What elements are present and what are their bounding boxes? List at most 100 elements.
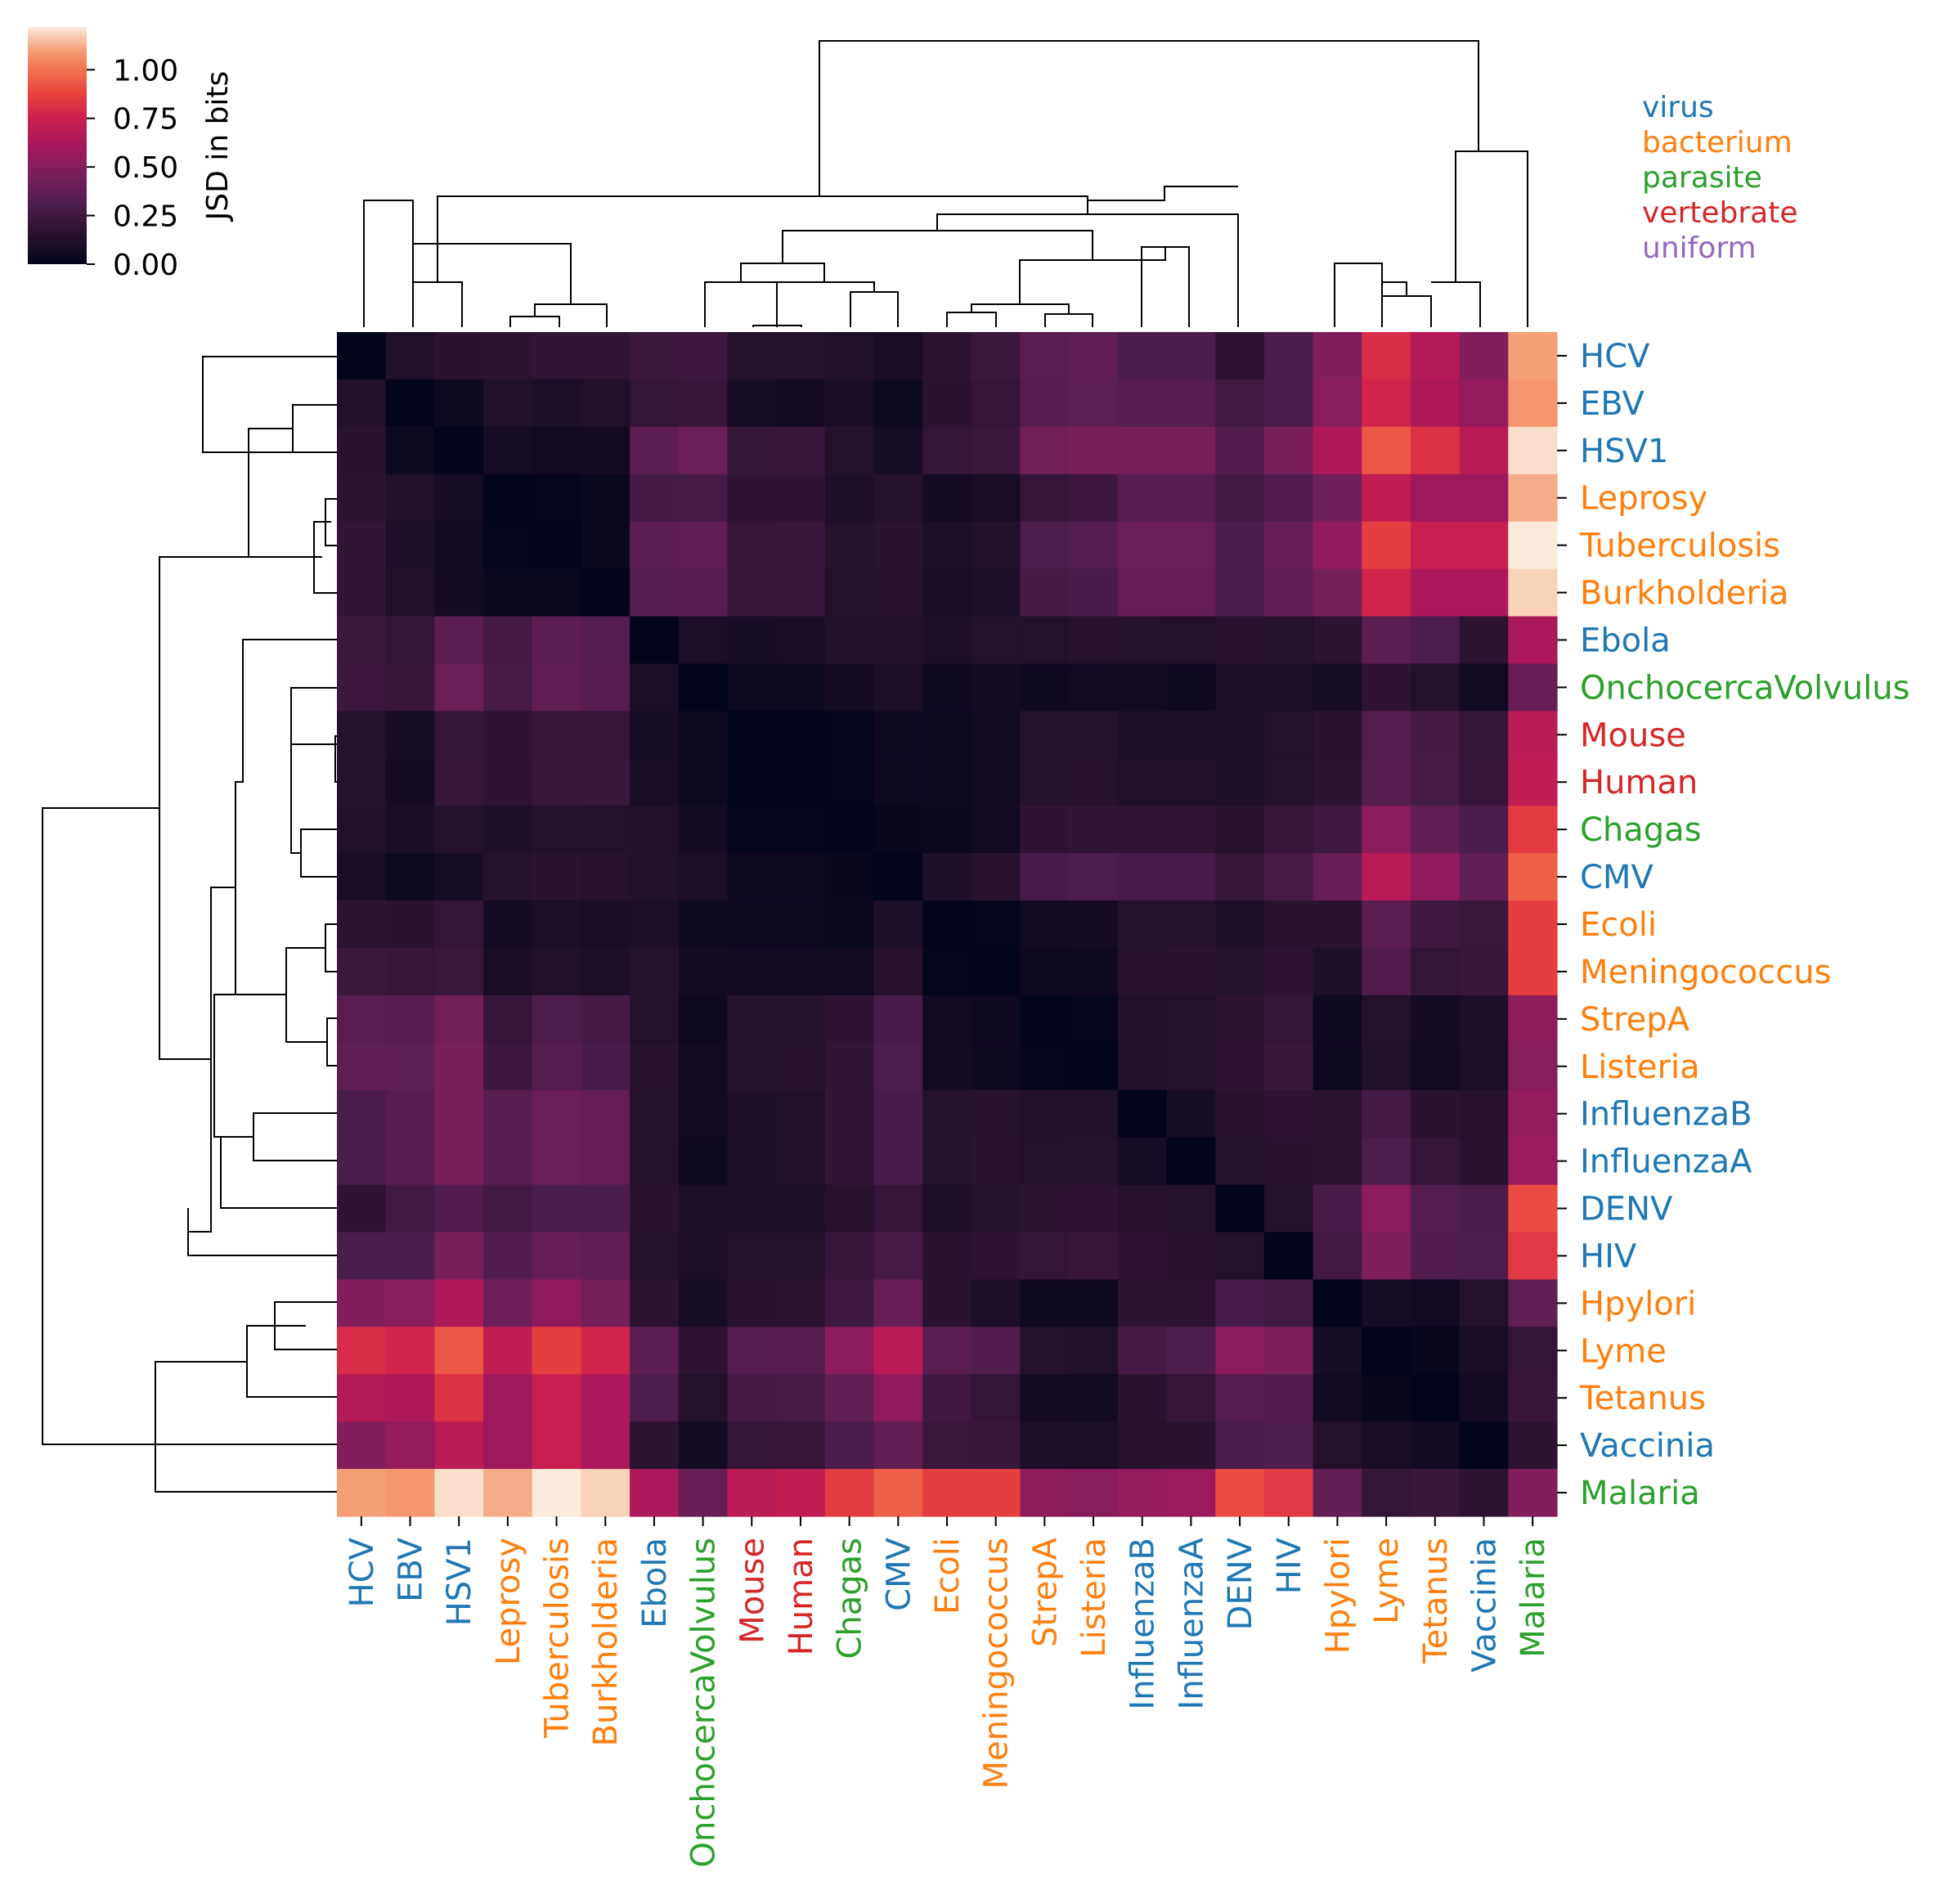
heatmap-cell	[1460, 1043, 1509, 1091]
heatmap-cell	[581, 617, 630, 665]
heatmap-cell	[873, 1138, 922, 1186]
heatmap-cell	[1215, 427, 1264, 475]
heatmap-cell	[776, 995, 825, 1044]
heatmap-cell	[1167, 900, 1216, 949]
heatmap-cell	[776, 1421, 825, 1470]
heatmap-cell	[1411, 1421, 1460, 1470]
heatmap-cell	[434, 1469, 483, 1517]
heatmap-cell	[630, 1279, 679, 1327]
heatmap-cell	[1460, 758, 1509, 806]
heatmap-cell	[972, 806, 1021, 854]
heatmap-cell	[972, 1279, 1021, 1327]
heatmap-cell	[483, 711, 532, 759]
heatmap-cell	[1362, 1327, 1411, 1375]
heatmap-cell	[581, 758, 630, 806]
heatmap-cell	[1313, 1469, 1362, 1517]
heatmap-cell	[386, 1374, 435, 1422]
heatmap-cell	[1021, 569, 1070, 617]
heatmap-cell	[972, 900, 1021, 949]
heatmap-cell	[1264, 1185, 1313, 1233]
row-dendrogram	[43, 357, 337, 1492]
heatmap-cell	[1460, 1374, 1509, 1422]
heatmap-cell	[630, 569, 679, 617]
colorbar-label: JSD in bits	[201, 71, 235, 222]
heatmap-cell	[922, 1469, 972, 1517]
heatmap-cell	[825, 617, 874, 665]
heatmap-cell	[1362, 900, 1411, 949]
heatmap-cell	[972, 522, 1021, 570]
heatmap-cell	[386, 1232, 435, 1280]
heatmap-cell	[873, 663, 922, 712]
heatmap-cell	[483, 1279, 532, 1327]
heatmap-cell	[337, 758, 386, 806]
row-tick-label: Hpylori	[1580, 1285, 1696, 1322]
heatmap-cell	[1411, 995, 1460, 1044]
heatmap-cell	[1508, 663, 1557, 712]
heatmap-cell	[434, 1043, 483, 1091]
heatmap-cell	[922, 522, 972, 570]
heatmap-cell	[532, 853, 581, 901]
heatmap-cell	[386, 427, 435, 475]
row-tick-label: HCV	[1580, 338, 1650, 375]
heatmap-cell	[1411, 569, 1460, 617]
heatmap-cell	[483, 427, 532, 475]
heatmap-cell	[434, 569, 483, 617]
heatmap-cell	[825, 1043, 874, 1091]
heatmap-cell	[1460, 995, 1509, 1044]
heatmap-cell	[386, 1327, 435, 1375]
heatmap-cell	[727, 1043, 776, 1091]
heatmap-cell	[1167, 474, 1216, 523]
heatmap-cell	[1021, 1469, 1070, 1517]
heatmap-cell	[337, 1469, 386, 1517]
heatmap-cell	[532, 1374, 581, 1422]
row-dendro-link	[247, 1326, 337, 1397]
heatmap-cell	[483, 1138, 532, 1186]
heatmap-cell	[922, 1138, 972, 1186]
col-dendro-link	[413, 244, 571, 304]
heatmap-cell	[1021, 1043, 1070, 1091]
heatmap-cell	[581, 853, 630, 901]
heatmap-cell	[776, 758, 825, 806]
heatmap-cell	[532, 663, 581, 712]
heatmap-cell	[727, 1232, 776, 1280]
heatmap-cell	[922, 1043, 972, 1091]
heatmap-cell	[386, 1138, 435, 1186]
heatmap-cell	[1313, 948, 1362, 996]
heatmap-cell	[434, 1279, 483, 1327]
heatmap-cell	[1215, 948, 1264, 996]
heatmap-cell	[922, 711, 972, 759]
heatmap-cell	[386, 474, 435, 523]
heatmap-cell	[581, 1279, 630, 1327]
heatmap-cell	[532, 1138, 581, 1186]
heatmap-cell	[1411, 379, 1460, 428]
heatmap-cell	[483, 617, 532, 665]
heatmap-cell	[483, 853, 532, 901]
heatmap-cell	[1411, 948, 1460, 996]
heatmap-cell	[630, 1043, 679, 1091]
heatmap-cell	[1362, 474, 1411, 523]
heatmap-cell	[972, 711, 1021, 759]
heatmap-cell	[1264, 1232, 1313, 1280]
heatmap-cell	[1362, 1232, 1411, 1280]
heatmap-cell	[581, 332, 630, 380]
heatmap-cell	[1118, 427, 1167, 475]
heatmap-cell	[972, 853, 1021, 901]
heatmap-cell	[873, 995, 922, 1044]
heatmap-cell	[727, 853, 776, 901]
heatmap-cell	[679, 522, 728, 570]
heatmap-cell	[434, 663, 483, 712]
heatmap-cell	[1313, 1185, 1362, 1233]
heatmap-cell	[727, 1138, 776, 1186]
heatmap-cell	[1460, 1185, 1509, 1233]
heatmap-cell	[1021, 379, 1070, 428]
col-dendro-link	[819, 41, 1479, 155]
row-tick-label: DENV	[1580, 1191, 1673, 1228]
heatmap-cell	[1264, 711, 1313, 759]
heatmap-cell	[1215, 1138, 1264, 1186]
heatmap-cell	[727, 1421, 776, 1470]
heatmap-cell	[1069, 711, 1118, 759]
heatmap-cell	[1362, 663, 1411, 712]
heatmap-cell	[337, 474, 386, 523]
heatmap-cell	[337, 332, 386, 380]
heatmap-cell	[825, 1138, 874, 1186]
